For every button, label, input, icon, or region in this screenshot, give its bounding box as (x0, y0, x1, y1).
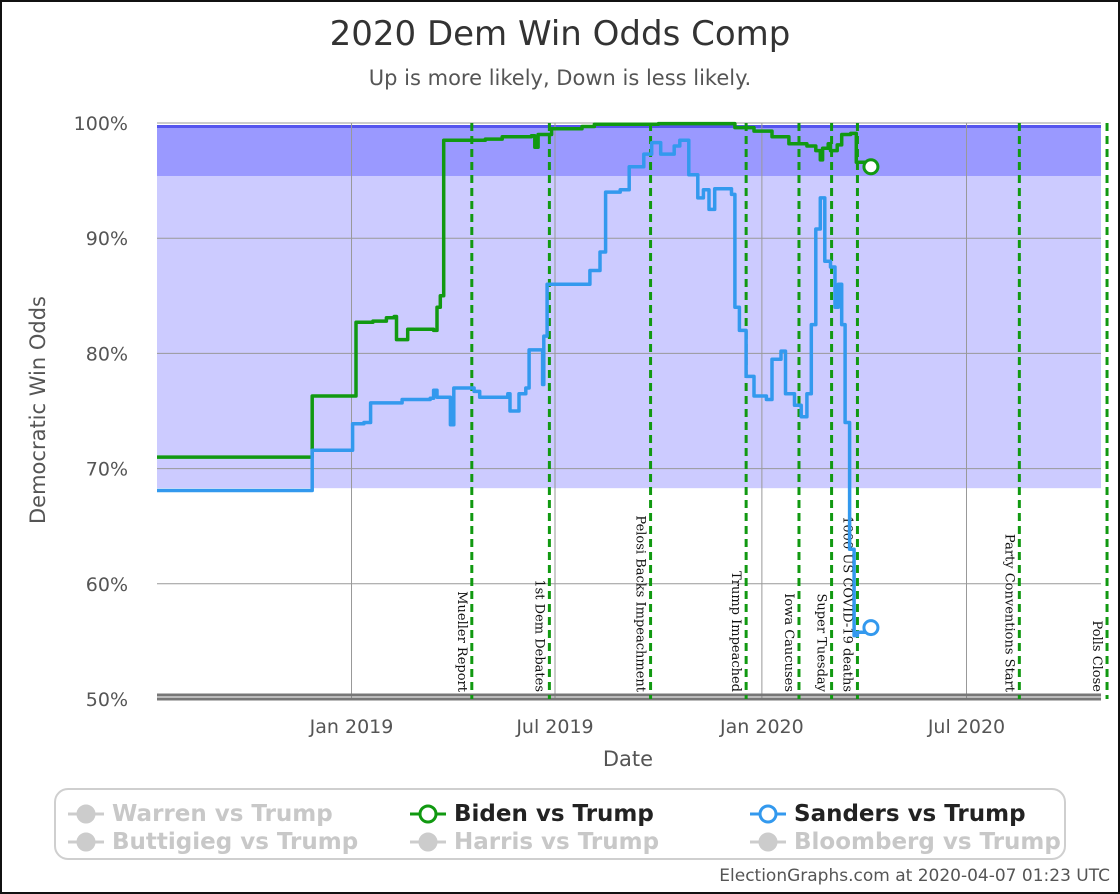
x-axis-label: Date (603, 747, 653, 771)
legend-marker-icon (750, 832, 786, 852)
legend-label: Biden vs Trump (454, 801, 654, 827)
legend-marker-icon (410, 804, 446, 824)
event-label: Polls Close (1089, 621, 1104, 693)
event-label: 1st Dem Debates (531, 579, 546, 692)
event-label: Super Tuesday (814, 594, 829, 693)
legend-marker-dot (418, 804, 438, 824)
x-tick-label: Jan 2019 (309, 716, 394, 738)
legend-item[interactable]: Bloomberg vs Trump (750, 828, 1061, 856)
legend-label: Buttigieg vs Trump (112, 829, 359, 855)
series-line-0 (157, 121, 873, 459)
legend-item[interactable]: Warren vs Trump (68, 800, 333, 828)
event-label: Pelosi Backs Impeachment (633, 515, 648, 692)
band-0 (157, 175, 1101, 489)
event-label: Party Conventions Start (1001, 534, 1016, 693)
event-label: Iowa Caucuses (781, 593, 796, 692)
legend-item[interactable]: Biden vs Trump (410, 800, 654, 828)
legend-marker-dot (76, 804, 96, 824)
legend-label: Warren vs Trump (112, 801, 333, 827)
y-tick-label: 100% (74, 113, 128, 135)
x-tick-label: Jul 2020 (927, 716, 1005, 738)
legend-marker-icon (68, 804, 104, 824)
y-axis-label: Democratic Win Odds (26, 296, 50, 524)
legend-marker-icon (750, 804, 786, 824)
legend-marker-icon (410, 832, 446, 852)
event-label: 1000 US COVID-19 deaths (839, 516, 854, 692)
legend: Warren vs Trump Biden vs Trump Sanders vs … (54, 788, 1066, 860)
y-tick-label: 60% (86, 574, 128, 596)
event-label: Mueller Report (454, 591, 469, 693)
legend-marker-dot (758, 832, 778, 852)
legend-marker-icon (68, 832, 104, 852)
y-tick-label: 70% (86, 459, 128, 481)
legend-label: Harris vs Trump (454, 829, 660, 855)
chart-subtitle: Up is more likely, Down is less likely. (368, 66, 752, 90)
legend-item[interactable]: Sanders vs Trump (750, 800, 1026, 828)
series-end-marker-0 (862, 158, 880, 176)
y-tick-label: 50% (86, 689, 128, 711)
chart-title: 2020 Dem Win Odds Comp (329, 14, 791, 54)
legend-marker-dot (758, 804, 778, 824)
legend-label: Bloomberg vs Trump (794, 829, 1061, 855)
legend-label: Sanders vs Trump (794, 801, 1026, 827)
legend-item[interactable]: Harris vs Trump (410, 828, 659, 856)
credit-text: ElectionGraphs.com at 2020-04-07 01:23 U… (719, 866, 1110, 886)
legend-marker-dot (76, 832, 96, 852)
x-tick-label: Jul 2019 (515, 716, 593, 738)
x-tick-label: Jan 2020 (719, 716, 804, 738)
legend-item[interactable]: Buttigieg vs Trump (68, 828, 358, 856)
series-line-1 (157, 138, 873, 638)
y-tick-label: 80% (86, 343, 128, 365)
legend-marker-dot (418, 832, 438, 852)
series-end-marker-1 (862, 619, 880, 637)
event-label: Trump Impeached (728, 571, 743, 692)
y-tick-label: 90% (86, 228, 128, 250)
